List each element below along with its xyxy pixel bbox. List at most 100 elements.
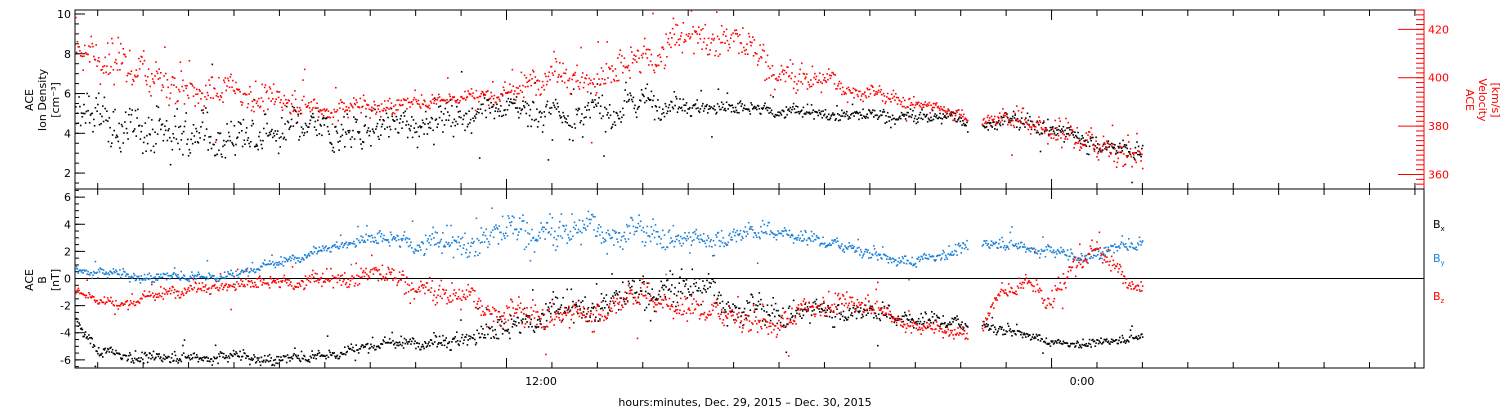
data-point xyxy=(478,332,480,335)
data-point xyxy=(415,347,417,350)
data-point xyxy=(711,33,714,36)
data-point xyxy=(75,51,78,54)
data-point xyxy=(351,136,353,138)
data-point xyxy=(663,284,666,287)
data-point xyxy=(727,49,729,52)
data-point xyxy=(520,109,523,112)
data-point xyxy=(814,303,817,305)
data-point xyxy=(1131,181,1133,184)
data-point xyxy=(153,151,156,154)
data-point xyxy=(633,107,635,110)
data-point xyxy=(911,114,913,116)
data-point xyxy=(349,242,352,244)
data-point xyxy=(236,137,238,139)
data-point xyxy=(460,116,462,119)
data-point xyxy=(366,225,368,227)
data-point xyxy=(899,318,902,321)
data-point xyxy=(657,293,660,296)
data-point xyxy=(426,133,429,135)
data-point xyxy=(120,357,122,359)
data-point xyxy=(465,248,468,251)
data-point xyxy=(1075,142,1078,144)
data-point xyxy=(312,245,315,248)
data-point xyxy=(720,41,722,44)
data-point xyxy=(716,302,718,304)
data-point xyxy=(1105,340,1107,342)
data-point xyxy=(1116,152,1119,154)
data-point xyxy=(458,241,460,244)
data-point xyxy=(868,95,870,98)
data-point xyxy=(894,99,896,102)
data-point xyxy=(337,357,339,360)
data-point xyxy=(886,258,888,260)
data-point xyxy=(184,356,187,358)
data-point xyxy=(725,109,727,112)
data-point xyxy=(330,246,333,249)
data-point xyxy=(438,96,441,98)
data-point xyxy=(440,238,443,241)
data-point xyxy=(542,230,545,233)
data-point xyxy=(432,98,434,101)
data-point xyxy=(839,247,841,250)
data-point xyxy=(554,230,556,233)
data-point xyxy=(547,232,550,234)
data-point xyxy=(768,313,770,316)
data-point xyxy=(299,359,301,362)
data-point xyxy=(365,115,367,118)
data-point xyxy=(356,238,358,240)
data-point xyxy=(334,111,336,113)
data-point xyxy=(142,63,144,65)
data-point xyxy=(675,97,678,100)
data-point xyxy=(604,307,606,309)
data-point xyxy=(245,357,247,359)
data-point xyxy=(856,93,859,96)
data-point xyxy=(796,237,799,239)
data-point xyxy=(449,244,451,246)
data-point xyxy=(182,130,185,133)
data-point xyxy=(340,243,343,246)
data-point xyxy=(836,105,838,107)
data-point xyxy=(240,271,242,273)
data-point xyxy=(250,269,253,272)
data-point xyxy=(1140,155,1142,158)
data-point xyxy=(451,242,453,244)
data-point xyxy=(169,97,171,100)
data-point xyxy=(268,353,271,356)
data-point xyxy=(619,246,622,248)
data-point xyxy=(565,68,568,71)
data-point xyxy=(538,111,541,114)
data-point xyxy=(711,246,713,248)
data-point xyxy=(478,157,481,159)
data-point xyxy=(510,224,512,227)
data-point xyxy=(392,112,394,114)
data-point xyxy=(760,298,762,301)
data-point xyxy=(344,109,347,112)
data-point xyxy=(533,251,536,253)
data-point xyxy=(630,216,632,219)
data-point xyxy=(944,322,946,324)
data-point xyxy=(356,101,358,104)
data-point xyxy=(674,43,676,46)
data-point xyxy=(635,111,637,114)
data-point xyxy=(1009,121,1012,124)
data-point xyxy=(103,96,106,99)
data-point xyxy=(178,126,180,129)
data-point xyxy=(646,225,649,228)
data-point xyxy=(684,237,687,240)
data-point xyxy=(207,278,209,280)
data-point xyxy=(838,246,841,248)
data-point xyxy=(195,356,197,359)
data-point xyxy=(608,66,610,69)
data-point xyxy=(1066,138,1069,140)
data-point xyxy=(335,246,337,248)
data-point xyxy=(589,222,591,225)
data-point xyxy=(582,86,585,89)
data-point xyxy=(553,236,555,239)
data-point xyxy=(865,96,868,99)
data-point xyxy=(997,116,999,118)
data-point xyxy=(257,148,259,151)
data-point xyxy=(675,41,678,44)
data-point xyxy=(333,151,335,153)
data-point xyxy=(279,359,281,362)
data-point xyxy=(666,112,668,115)
